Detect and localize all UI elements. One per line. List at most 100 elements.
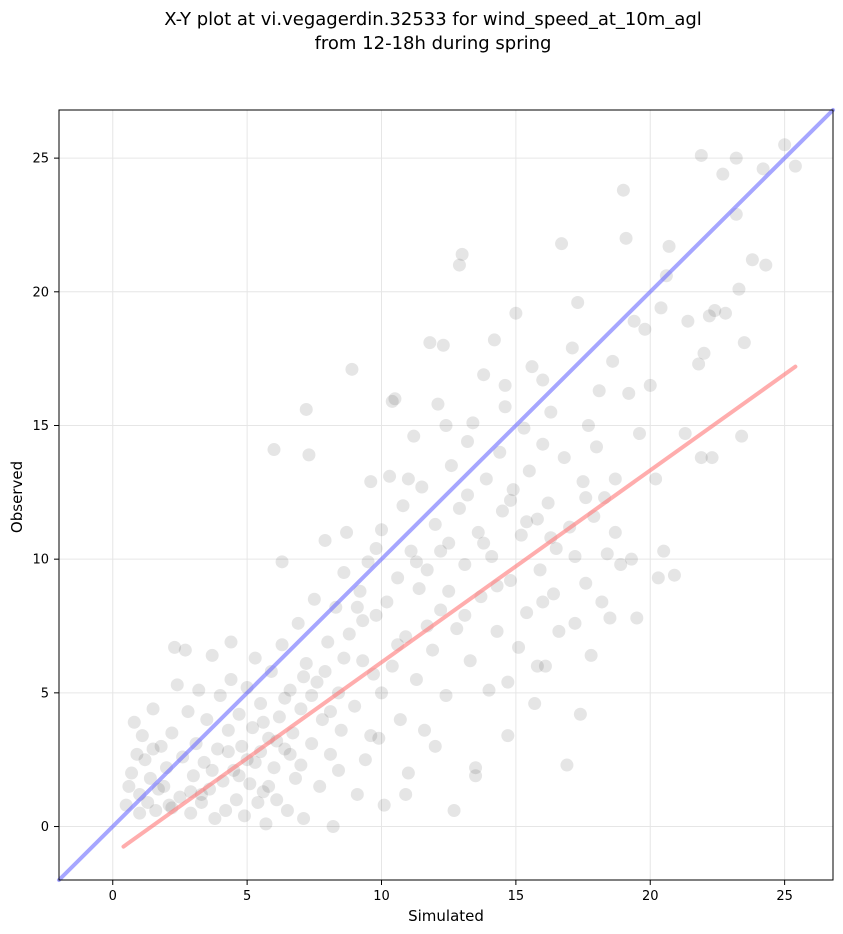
scatter-point <box>487 333 501 347</box>
scatter-point <box>418 723 431 737</box>
scatter-point <box>729 151 743 165</box>
scatter-point <box>321 635 335 649</box>
scatter-point <box>393 713 407 727</box>
scatter-point <box>310 675 324 689</box>
scatter-point <box>246 721 259 735</box>
scatter-point <box>694 451 708 465</box>
x-axis-ticks: 0 5 10 15 20 25 <box>109 880 793 904</box>
scatter-point <box>495 504 509 518</box>
x-tick-label: 0 <box>109 889 117 904</box>
scatter-point <box>294 702 308 716</box>
scatter-point <box>232 707 246 721</box>
scatter-point <box>630 611 644 625</box>
scatter-point <box>643 378 657 392</box>
y-axis-label: Observed <box>8 461 26 533</box>
scatter-point <box>442 536 456 550</box>
y-tick-label: 25 <box>32 152 49 167</box>
scatter-point <box>469 769 483 783</box>
reference-lines <box>57 108 835 882</box>
scatter-point <box>353 584 367 598</box>
scatter-point <box>278 691 292 705</box>
scatter-point <box>186 769 200 783</box>
scatter-point <box>458 558 472 572</box>
x-tick-label: 5 <box>243 889 251 904</box>
scatter-point <box>361 555 375 569</box>
scatter-point <box>409 555 423 569</box>
scatter-point <box>256 785 270 799</box>
scatter-point <box>423 336 437 350</box>
scatter-point <box>541 496 555 510</box>
scatter-point <box>130 747 144 761</box>
scatter-point <box>428 739 442 753</box>
scatter-point <box>342 627 356 641</box>
scatter-point <box>141 795 155 809</box>
scatter-point <box>399 787 413 801</box>
scatter-point <box>232 769 246 783</box>
scatter-point <box>788 159 802 173</box>
scatter-point <box>536 373 550 387</box>
scatter-point <box>681 314 695 328</box>
scatter-point <box>399 630 413 644</box>
scatter-point <box>305 689 319 703</box>
scatter-point <box>485 549 499 563</box>
scatter-point <box>205 763 219 777</box>
scatter-point <box>662 239 676 253</box>
scatter-point <box>385 394 399 408</box>
scatter-point <box>624 552 638 566</box>
scatter-point <box>297 670 311 684</box>
scatter-point <box>221 745 235 759</box>
scatter-point <box>358 753 372 767</box>
scatter-point <box>323 705 337 719</box>
scatter-point <box>267 761 281 775</box>
y-tick-label: 0 <box>41 820 49 835</box>
scatter-point <box>356 614 370 628</box>
scatter-point <box>595 595 609 609</box>
scatter-point <box>197 755 211 769</box>
scatter-point <box>318 664 332 678</box>
scatter-point <box>501 729 515 743</box>
scatter-point <box>571 296 585 309</box>
scatter-point <box>194 795 208 809</box>
scatter-point <box>305 737 319 751</box>
scatter-point <box>452 501 466 515</box>
scatter-point <box>705 451 719 465</box>
scatter-point <box>479 472 493 486</box>
scatter-point <box>340 525 354 539</box>
scatter-point <box>555 237 569 251</box>
scatter-point <box>606 354 620 368</box>
scatter-point <box>334 723 348 737</box>
scatter-point <box>409 672 423 686</box>
scatter-point <box>512 640 526 654</box>
scatter-point <box>694 148 708 162</box>
scatter-point <box>337 566 351 580</box>
scatter-point <box>697 346 711 360</box>
scatter-point <box>184 806 198 820</box>
chart-title-line1: X-Y plot at vi.vegagerdin.32533 for wind… <box>164 9 702 30</box>
scatter-point <box>439 418 453 432</box>
scatter-point <box>616 183 630 197</box>
scatter-point <box>657 544 671 558</box>
scatter-point <box>732 282 746 296</box>
scatter-point <box>377 798 391 812</box>
scatter-point <box>579 576 593 590</box>
y-tick-label: 20 <box>32 285 49 300</box>
scatter-point <box>173 790 187 804</box>
scatter-point <box>388 392 402 406</box>
scatter-point <box>272 710 286 724</box>
scatter-point <box>667 568 681 582</box>
scatter-point <box>375 686 388 700</box>
scatter-point <box>444 459 458 473</box>
scatter-point <box>431 397 445 411</box>
scatter-point <box>412 582 426 596</box>
scatter-point <box>608 525 622 539</box>
scatter-point <box>372 731 386 745</box>
scatter-point <box>565 341 579 355</box>
scatter-point <box>436 338 450 352</box>
scatter-point <box>509 306 523 320</box>
scatter-point <box>237 809 251 823</box>
scatter-point <box>678 427 692 441</box>
scatter-point <box>138 753 152 767</box>
line-1:1 <box>57 108 835 882</box>
scatter-point <box>737 336 751 350</box>
scatter-point <box>326 820 340 834</box>
